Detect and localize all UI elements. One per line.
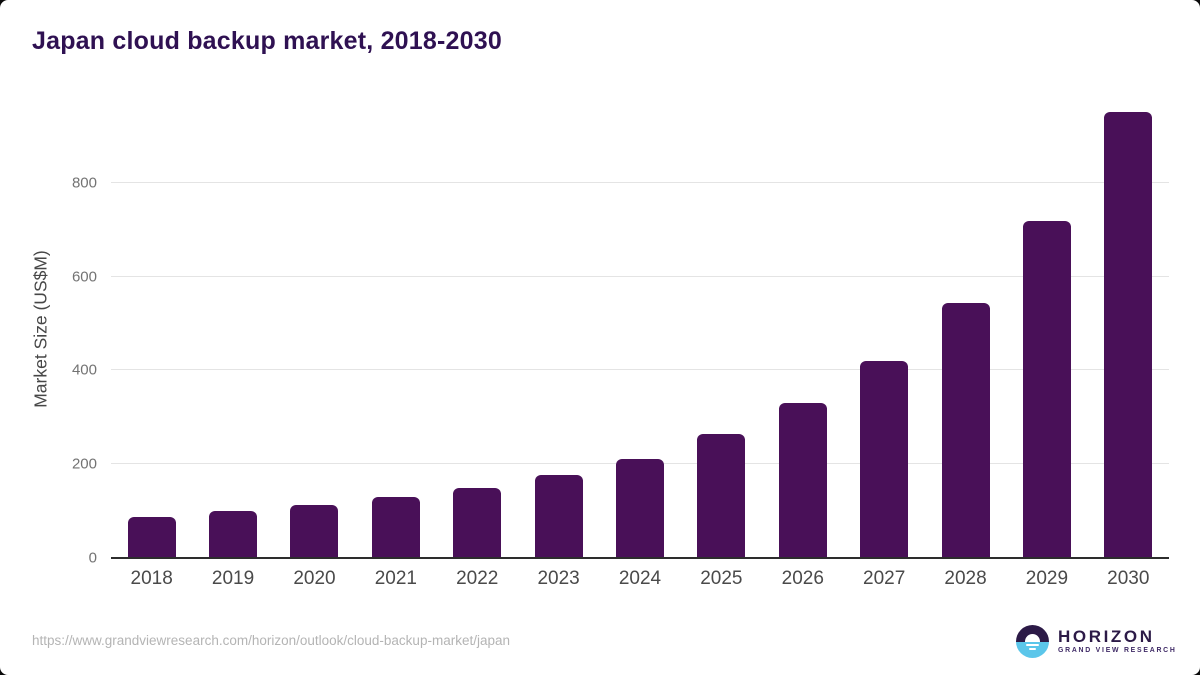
x-tick-label: 2018 <box>130 568 173 589</box>
y-tick-label: 800 <box>71 174 97 192</box>
source-url: https://www.grandviewresearch.com/horizo… <box>32 633 510 648</box>
x-tick-label: 2023 <box>537 568 580 589</box>
bar-2018[interactable] <box>127 516 176 558</box>
bar-2019[interactable] <box>209 511 258 558</box>
x-tick-label: 2021 <box>374 568 417 589</box>
x-tick-label: 2024 <box>618 568 662 589</box>
x-tick-label: 2022 <box>456 568 499 589</box>
x-tick-label: 2025 <box>700 568 743 589</box>
logo-brand-text: HORIZON <box>1058 627 1155 647</box>
horizon-logo: HORIZON GRAND VIEW RESEARCH <box>1016 625 1177 658</box>
x-tick-label: 2029 <box>1025 568 1069 589</box>
chart-title: Japan cloud backup market, 2018-2030 <box>32 27 502 55</box>
x-tick-label: 2026 <box>781 568 824 589</box>
x-axis-line <box>111 557 1169 559</box>
y-tick-label: 0 <box>88 549 97 567</box>
water-reflection-line <box>1026 643 1039 647</box>
x-tick-label: 2027 <box>863 568 906 589</box>
bar-2025[interactable] <box>697 434 746 558</box>
logo-sub-text: GRAND VIEW RESEARCH <box>1058 647 1177 655</box>
gridline <box>111 369 1169 371</box>
x-tick-label: 2030 <box>1107 568 1150 589</box>
water-reflection-line <box>1028 648 1037 651</box>
gridline <box>111 275 1169 277</box>
bar-2028[interactable] <box>941 303 990 558</box>
gridline <box>111 181 1169 183</box>
y-tick-label: 200 <box>71 455 97 473</box>
horizon-sun-icon <box>1016 625 1049 658</box>
sun-icon <box>1024 633 1041 642</box>
bar-2027[interactable] <box>860 360 909 558</box>
plot-area <box>111 95 1169 559</box>
x-tick-label: 2020 <box>293 568 336 589</box>
y-tick-label: 400 <box>71 361 97 379</box>
bar-2021[interactable] <box>371 497 420 558</box>
y-tick-label: 600 <box>71 268 97 286</box>
bar-2020[interactable] <box>290 504 339 558</box>
x-tick-label: 2019 <box>211 568 255 589</box>
bar-2022[interactable] <box>453 488 502 558</box>
bar-2024[interactable] <box>616 458 664 558</box>
bar-2026[interactable] <box>778 403 827 558</box>
bar-2029[interactable] <box>1022 221 1071 558</box>
x-tick-label: 2028 <box>944 568 987 589</box>
bar-2030[interactable] <box>1104 112 1153 558</box>
bar-2023[interactable] <box>534 474 583 558</box>
